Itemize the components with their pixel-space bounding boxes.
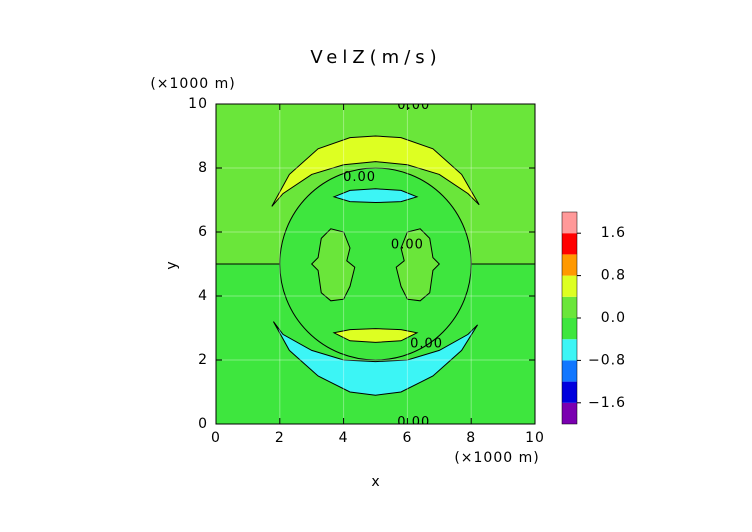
colorbar-bin xyxy=(562,296,577,318)
colorbar-bin xyxy=(562,318,577,340)
contour-region xyxy=(395,228,441,302)
y-unit: (×1000 m) xyxy=(150,76,235,92)
colorbar-tick-label: −1.6 xyxy=(588,395,626,411)
x-unit: (×1000 m) xyxy=(454,450,539,466)
plot-area: 0.00 0.00 0.00 0.00 0.00 xyxy=(216,98,535,430)
contour-region xyxy=(332,188,419,204)
colorbar-bin xyxy=(562,360,577,382)
contour-region xyxy=(271,135,480,207)
y-tick-label: 4 xyxy=(198,288,208,304)
x-axis-label: x xyxy=(371,474,380,490)
x-tick-label: 6 xyxy=(402,430,412,446)
x-tick-label: 4 xyxy=(339,430,349,446)
contour-label: 0.00 xyxy=(397,415,430,430)
colorbar-bin xyxy=(562,339,577,361)
x-tick-label: 2 xyxy=(275,430,285,446)
y-tick-label: 8 xyxy=(198,160,208,176)
colorbar-tick-label: 1.6 xyxy=(601,225,626,241)
contour-label: 0.00 xyxy=(391,237,424,252)
y-axis-label: y xyxy=(164,260,180,269)
y-tick-label: 0 xyxy=(198,416,208,432)
plot-frame xyxy=(215,103,536,425)
colorbar-bin xyxy=(562,233,577,255)
colorbar-tick-label: 0.8 xyxy=(601,268,626,284)
y-tick-label: 10 xyxy=(188,96,208,112)
y-tick-label: 6 xyxy=(198,224,208,240)
contour-label: 0.00 xyxy=(343,170,376,185)
colorbar-bin xyxy=(562,212,577,234)
colorbar-bin xyxy=(562,254,577,276)
colorbar-bin xyxy=(562,402,577,424)
contour-region xyxy=(310,228,356,302)
colorbar-bin xyxy=(562,275,577,297)
chart-title: VelZ(m/s) xyxy=(310,47,441,68)
colorbar-tick-label: 0.0 xyxy=(601,310,626,326)
x-tick-label: 10 xyxy=(525,430,545,446)
contour-region xyxy=(272,321,479,396)
y-tick-label: 2 xyxy=(198,352,208,368)
x-tick-label: 8 xyxy=(466,430,476,446)
contour-label: 0.00 xyxy=(410,337,443,352)
x-tick-label: 0 xyxy=(211,430,221,446)
colorbar-bin xyxy=(562,381,577,403)
colorbar-tick-label: −0.8 xyxy=(588,352,626,368)
contour-label: 0.00 xyxy=(397,98,430,113)
contour-region xyxy=(332,328,419,343)
